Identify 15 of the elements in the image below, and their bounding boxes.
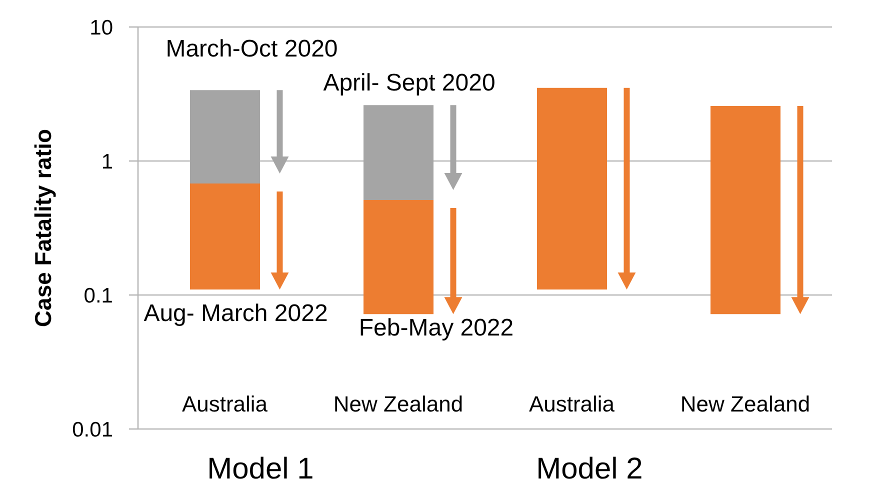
annotation: March-Oct 2020 — [166, 36, 338, 63]
x-tick-label: Australia — [528, 392, 616, 416]
annotation: Feb-May 2022 — [358, 314, 514, 342]
y-tick-label: 1 — [101, 150, 113, 174]
x-tick-label: New Zealand — [680, 392, 810, 416]
y-axis-title: Case Fatality ratio — [30, 128, 56, 328]
y-tick-label: 10 — [90, 16, 113, 40]
text: Model 1 — [207, 452, 314, 486]
y-tick-label: 0.01 — [72, 418, 113, 442]
text: Model 2 — [536, 452, 643, 486]
y-tick-label: 0.1 — [84, 284, 113, 308]
x-tick-label: New Zealand — [333, 392, 464, 416]
annotation: April- Sept 2020 — [323, 70, 496, 97]
x-tick-label: Australia — [182, 392, 268, 416]
annotation: Aug- March 2022 — [144, 300, 328, 327]
